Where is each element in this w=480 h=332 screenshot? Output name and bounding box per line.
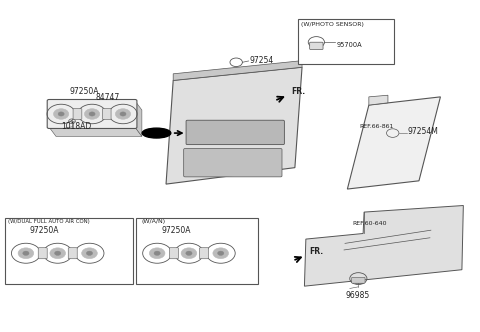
Polygon shape (369, 95, 388, 105)
Circle shape (181, 248, 197, 259)
Circle shape (217, 251, 224, 255)
FancyBboxPatch shape (47, 100, 137, 128)
Text: 96985: 96985 (346, 291, 370, 300)
Circle shape (149, 248, 165, 259)
Polygon shape (304, 206, 463, 286)
Text: 97254M: 97254M (408, 127, 439, 136)
Text: REF.60-640: REF.60-640 (352, 221, 387, 226)
Polygon shape (102, 240, 109, 276)
Text: REF.66-861: REF.66-861 (360, 124, 394, 129)
FancyBboxPatch shape (102, 109, 111, 120)
FancyBboxPatch shape (143, 238, 235, 268)
Circle shape (186, 251, 192, 255)
Text: 97250A: 97250A (69, 87, 99, 96)
FancyBboxPatch shape (38, 248, 47, 259)
Text: 1018AD: 1018AD (61, 122, 92, 131)
Polygon shape (166, 67, 302, 184)
Circle shape (89, 112, 95, 116)
FancyBboxPatch shape (184, 148, 282, 177)
Circle shape (154, 251, 160, 255)
FancyBboxPatch shape (68, 248, 77, 259)
FancyBboxPatch shape (186, 120, 284, 145)
Circle shape (120, 112, 126, 116)
FancyBboxPatch shape (5, 218, 133, 284)
FancyBboxPatch shape (73, 109, 82, 120)
Text: FR.: FR. (291, 87, 306, 96)
Circle shape (86, 251, 93, 255)
Circle shape (82, 248, 97, 259)
FancyBboxPatch shape (310, 42, 323, 49)
Polygon shape (49, 127, 142, 136)
Circle shape (23, 251, 29, 255)
Text: (W/DUAL FULL AUTO AIR CON): (W/DUAL FULL AUTO AIR CON) (8, 219, 90, 224)
Polygon shape (348, 97, 441, 189)
Ellipse shape (142, 128, 171, 138)
FancyBboxPatch shape (136, 218, 258, 284)
Text: FR.: FR. (309, 247, 324, 256)
Circle shape (50, 248, 66, 259)
Polygon shape (13, 267, 109, 276)
Text: (W/PHOTO SENSOR): (W/PHOTO SENSOR) (301, 22, 364, 28)
Text: 97254: 97254 (250, 56, 274, 65)
Text: (W/A/N): (W/A/N) (141, 219, 165, 224)
FancyBboxPatch shape (200, 248, 208, 259)
Polygon shape (145, 267, 240, 276)
Text: 95700A: 95700A (336, 42, 362, 48)
Circle shape (84, 109, 100, 119)
Text: 97250A: 97250A (161, 225, 191, 234)
Text: 84747: 84747 (96, 93, 120, 102)
FancyBboxPatch shape (352, 277, 365, 283)
Circle shape (115, 109, 131, 119)
Circle shape (53, 109, 69, 119)
FancyBboxPatch shape (12, 238, 104, 268)
FancyBboxPatch shape (298, 20, 394, 64)
Text: 97250A: 97250A (29, 225, 59, 234)
Circle shape (58, 112, 64, 116)
Circle shape (55, 251, 61, 255)
FancyBboxPatch shape (169, 248, 179, 259)
Circle shape (213, 248, 228, 259)
Circle shape (18, 248, 34, 259)
Polygon shape (233, 240, 240, 276)
Polygon shape (135, 101, 142, 136)
Polygon shape (173, 61, 302, 80)
